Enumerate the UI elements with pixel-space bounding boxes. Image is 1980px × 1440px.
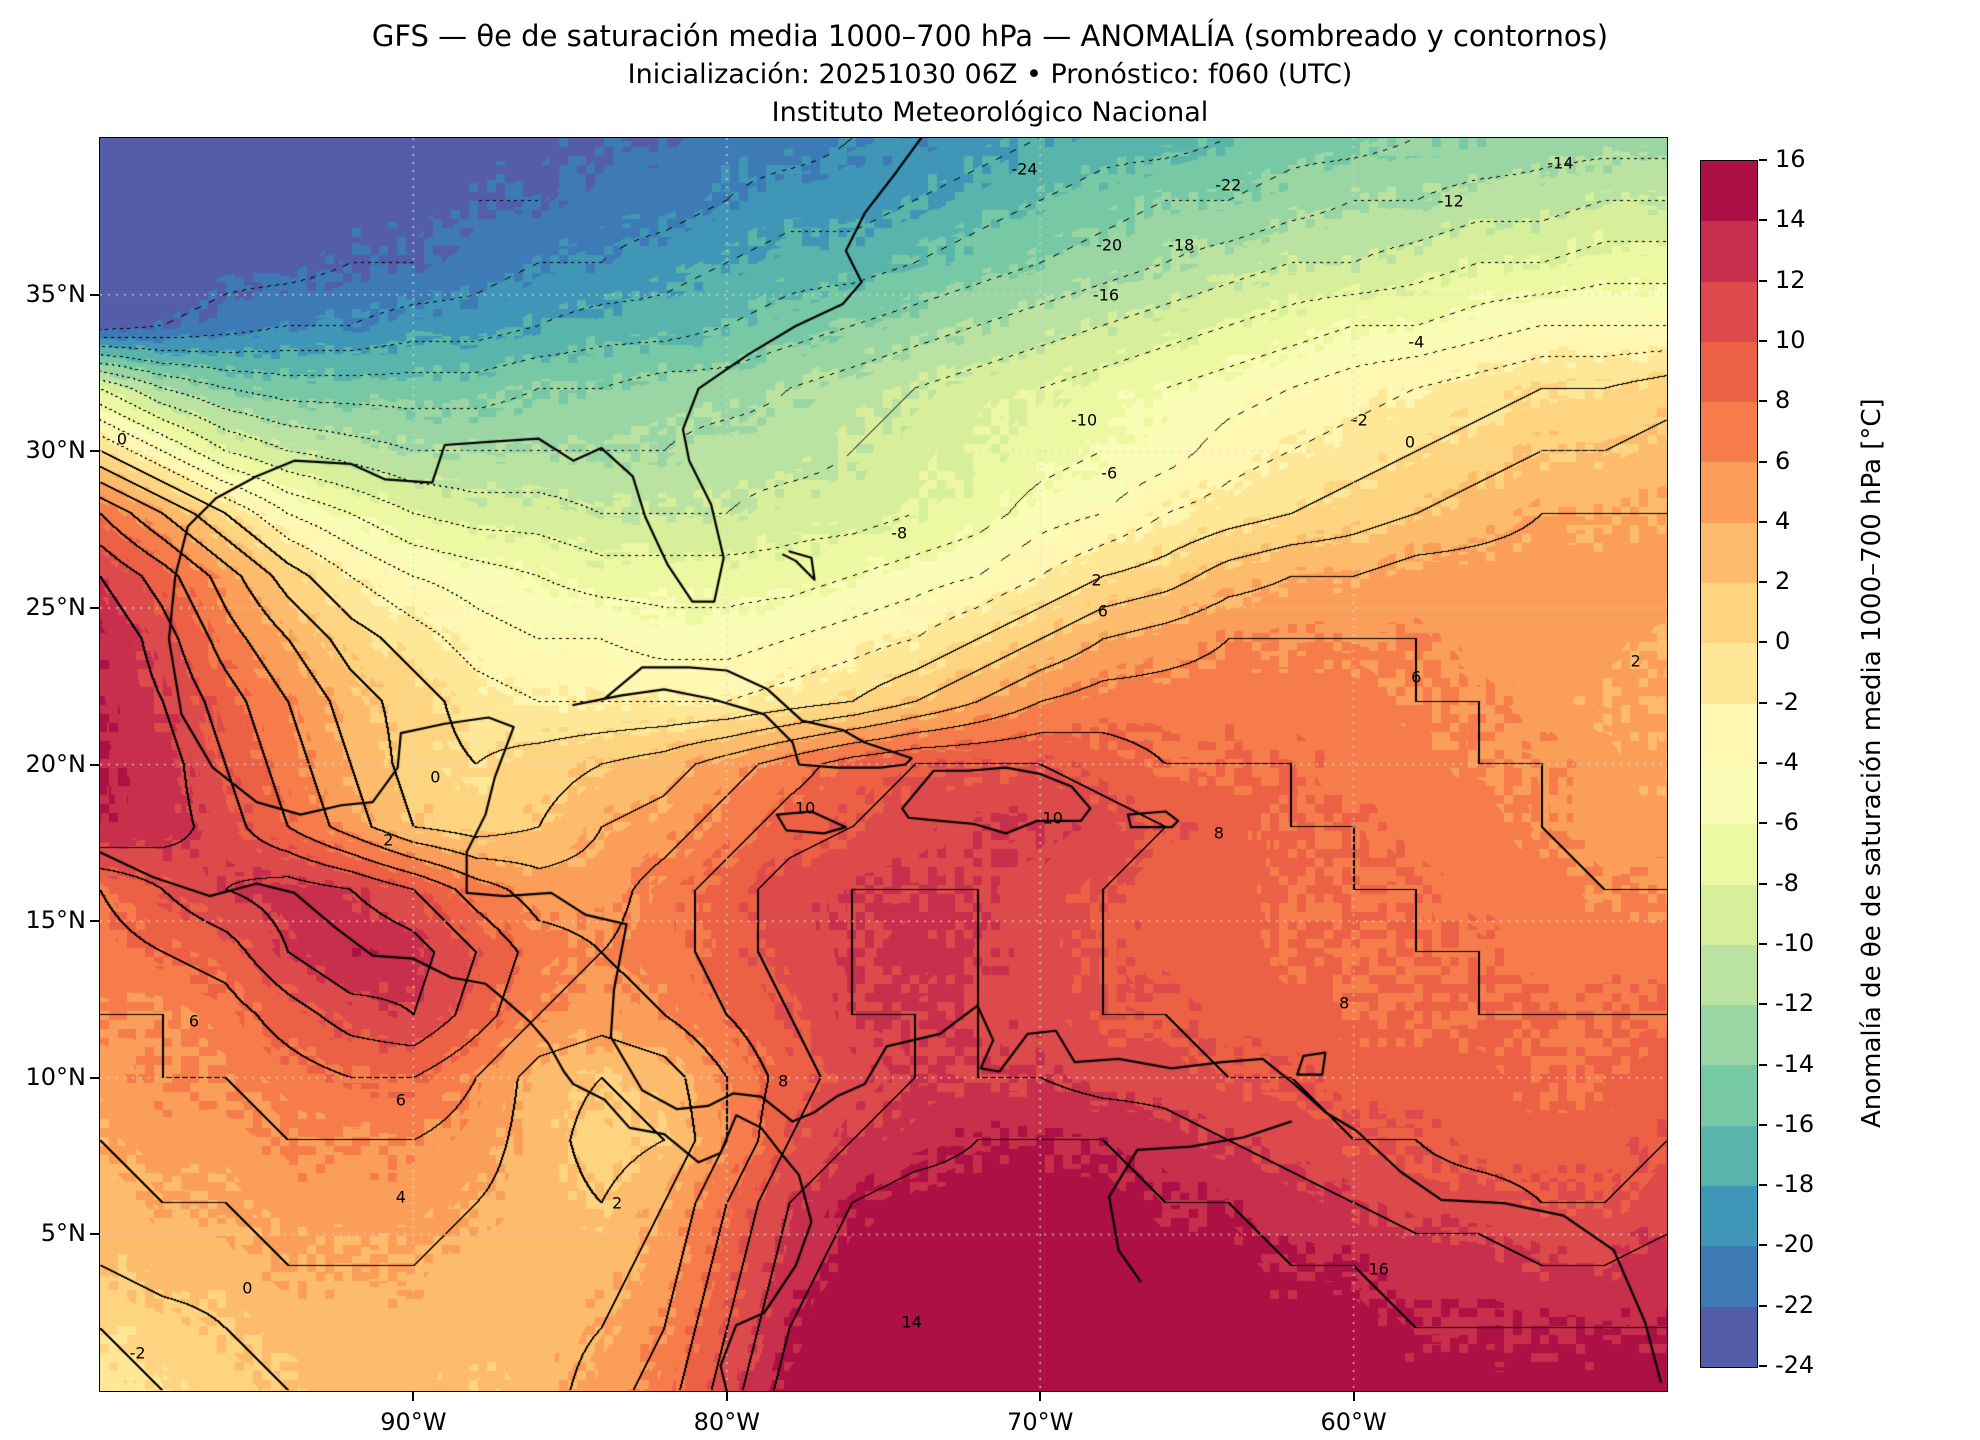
y-tick-mark [90, 293, 99, 296]
colorbar-tick-label: 2 [1775, 567, 1791, 596]
colorbar-segment [1701, 583, 1757, 644]
y-tick-label: 15°N [25, 906, 87, 935]
colorbar-tick-label: 6 [1775, 446, 1791, 475]
colorbar-tick-label: 10 [1775, 325, 1806, 354]
colorbar-tick-mark [1759, 1365, 1767, 1367]
y-tick-label: 35°N [25, 279, 87, 308]
colorbar-segment [1701, 703, 1757, 764]
colorbar-tick-mark [1759, 1123, 1767, 1126]
colorbar-tick-label: -22 [1775, 1290, 1815, 1319]
y-tick-label: 25°N [25, 592, 87, 621]
colorbar-tick-mark [1759, 520, 1767, 523]
colorbar-tick-label: 4 [1775, 506, 1791, 535]
colorbar-segment [1701, 161, 1757, 222]
colorbar-segment [1701, 522, 1757, 584]
colorbar-segment [1701, 281, 1757, 342]
colorbar-segment [1701, 1306, 1757, 1367]
y-tick-mark [90, 763, 99, 766]
map-plot-area: -24 -22 -20 -18 -16 -14 -12 -10 -8 -6 -4 -2 0 0 2 6 0 2 10… [99, 137, 1668, 1392]
colorbar-tick-label: -2 [1775, 687, 1799, 716]
colorbar-tick-mark [1759, 219, 1767, 222]
x-tick-mark [1352, 1392, 1355, 1401]
x-tick-mark [1039, 1392, 1042, 1401]
colorbar-tick-label: -18 [1775, 1170, 1815, 1199]
y-tick-label: 10°N [25, 1062, 87, 1091]
colorbar-tick-mark [1759, 1184, 1767, 1187]
colorbar-segment [1701, 1246, 1757, 1307]
colorbar-tick-mark [1759, 581, 1767, 584]
colorbar-segment [1701, 643, 1757, 704]
y-tick-label: 5°N [40, 1219, 86, 1248]
colorbar-tick-mark [1759, 822, 1767, 825]
colorbar-segment [1701, 221, 1757, 282]
colorbar-tick-mark [1759, 1244, 1767, 1247]
colorbar-segment [1701, 1125, 1757, 1187]
colorbar-tick-label: 0 [1775, 627, 1791, 656]
colorbar-tick-mark [1759, 1003, 1767, 1006]
colorbar-segment [1701, 1065, 1757, 1126]
colorbar-segment [1701, 884, 1757, 945]
colorbar-tick-label: -20 [1775, 1230, 1815, 1259]
colorbar-tick-mark [1759, 460, 1767, 463]
x-tick-label: 90°W [380, 1408, 447, 1436]
y-tick-mark [90, 450, 99, 453]
colorbar-segment [1701, 1186, 1757, 1247]
colorbar-tick-label: 14 [1775, 205, 1806, 234]
x-tick-label: 60°W [1320, 1408, 1387, 1436]
colorbar-tick-mark [1759, 279, 1767, 282]
y-tick-label: 30°N [25, 436, 87, 465]
colorbar-tick-label: -6 [1775, 808, 1799, 837]
colorbar-segment [1701, 763, 1757, 825]
colorbar-segment [1701, 462, 1757, 523]
y-tick-mark [90, 1233, 99, 1236]
colorbar-tick-mark [1759, 882, 1767, 885]
colorbar-tick-mark [1759, 1063, 1767, 1066]
y-tick-mark [90, 1076, 99, 1079]
colorbar-tick-mark [1759, 1304, 1767, 1307]
colorbar-tick-mark [1759, 762, 1767, 764]
colorbar-tick-label: -8 [1775, 868, 1799, 897]
colorbar-tick-mark [1759, 942, 1767, 945]
title-block: GFS — θe de saturación media 1000–700 hP… [0, 16, 1980, 132]
chart-institution: Instituto Meteorológico Nacional [771, 97, 1209, 128]
colorbar-segment [1701, 824, 1757, 885]
colorbar-tick-label: -16 [1775, 1109, 1815, 1138]
colorbar-tick-label: -10 [1775, 928, 1815, 957]
colorbar-tick-label: 12 [1775, 265, 1806, 294]
colorbar-tick-label: 8 [1775, 386, 1791, 415]
colorbar-tick-label: -14 [1775, 1049, 1815, 1078]
y-tick-mark [90, 920, 99, 923]
colorbar-tick-label: 16 [1775, 145, 1806, 173]
colorbar [1700, 160, 1758, 1368]
colorbar-segment [1701, 341, 1757, 403]
x-tick-mark [412, 1392, 415, 1401]
colorbar-tick-mark [1759, 641, 1767, 644]
colorbar-tick-mark [1759, 159, 1767, 161]
colorbar-tick-mark [1759, 400, 1767, 403]
anomaly-map-canvas [100, 138, 1667, 1391]
colorbar-segment [1701, 402, 1757, 463]
colorbar-tick-mark [1759, 701, 1767, 704]
colorbar-label: Anomalía de θe de saturación media 1000–… [1857, 398, 1887, 1128]
colorbar-tick-label: -4 [1775, 748, 1799, 776]
x-tick-mark [725, 1392, 728, 1401]
colorbar-tick-mark [1759, 339, 1767, 342]
x-tick-label: 80°W [693, 1408, 760, 1436]
chart-title: GFS — θe de saturación media 1000–700 hP… [371, 19, 1609, 53]
y-tick-label: 20°N [25, 749, 87, 778]
x-tick-label: 70°W [1007, 1408, 1074, 1436]
colorbar-segment [1701, 944, 1757, 1006]
colorbar-segment [1701, 1005, 1757, 1066]
chart-subtitle-init-forecast: Inicialización: 20251030 06Z • Pronóstic… [627, 59, 1353, 90]
colorbar-tick-label: -12 [1775, 989, 1815, 1018]
y-tick-mark [90, 606, 99, 609]
colorbar-tick-label: -24 [1775, 1351, 1815, 1379]
